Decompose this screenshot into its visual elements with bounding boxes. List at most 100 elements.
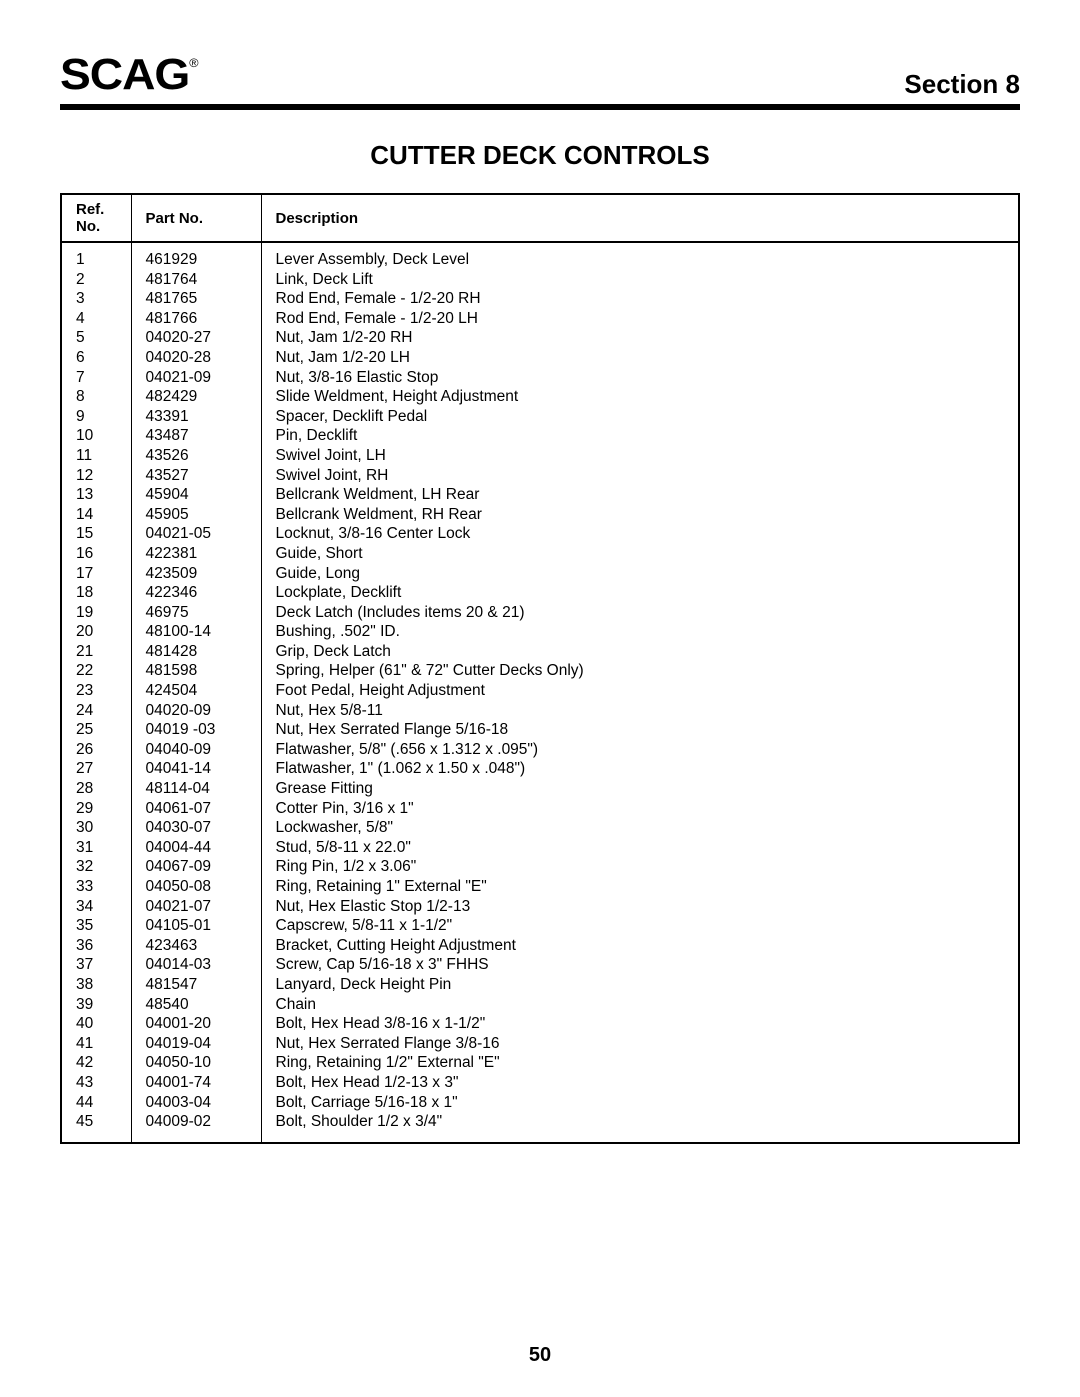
table-row: 1143526Swivel Joint, LH	[61, 446, 1019, 466]
cell-desc: Lockwasher, 5/8"	[261, 819, 1019, 839]
table-row: 2481764Link, Deck Lift	[61, 270, 1019, 290]
table-row: 3481765Rod End, Female - 1/2-20 RH	[61, 290, 1019, 310]
table-row: 4404003-04Bolt, Carriage 5/16-18 x 1"	[61, 1093, 1019, 1113]
table-row: 504020-27Nut, Jam 1/2-20 RH	[61, 329, 1019, 349]
cell-ref: 18	[61, 584, 131, 604]
cell-part: 48100-14	[131, 623, 261, 643]
table-row: 1504021-05Locknut, 3/8-16 Center Lock	[61, 525, 1019, 545]
cell-desc: Nut, Jam 1/2-20 RH	[261, 329, 1019, 349]
cell-part: 04041-14	[131, 760, 261, 780]
brand-logo: SCAG®	[60, 50, 198, 100]
table-row: 2504019 -03Nut, Hex Serrated Flange 5/16…	[61, 721, 1019, 741]
cell-desc: Bolt, Hex Head 1/2-13 x 3"	[261, 1073, 1019, 1093]
cell-part: 04019 -03	[131, 721, 261, 741]
section-label: Section 8	[904, 69, 1020, 100]
cell-desc: Swivel Joint, LH	[261, 446, 1019, 466]
table-row: 16422381Guide, Short	[61, 544, 1019, 564]
cell-part: 48114-04	[131, 780, 261, 800]
cell-ref: 37	[61, 956, 131, 976]
cell-desc: Bushing, .502" ID.	[261, 623, 1019, 643]
table-row: 3404021-07Nut, Hex Elastic Stop 1/2-13	[61, 897, 1019, 917]
cell-part: 04001-20	[131, 1015, 261, 1035]
cell-ref: 28	[61, 780, 131, 800]
cell-part: 43526	[131, 446, 261, 466]
cell-desc: Locknut, 3/8-16 Center Lock	[261, 525, 1019, 545]
table-row: 1345904Bellcrank Weldment, LH Rear	[61, 486, 1019, 506]
cell-desc: Nut, 3/8-16 Elastic Stop	[261, 368, 1019, 388]
cell-desc: Screw, Cap 5/16-18 x 3" FHHS	[261, 956, 1019, 976]
cell-part: 481428	[131, 642, 261, 662]
cell-desc: Guide, Long	[261, 564, 1019, 584]
cell-part: 423463	[131, 936, 261, 956]
cell-desc: Capscrew, 5/8-11 x 1-1/2"	[261, 917, 1019, 937]
table-row: 1243527Swivel Joint, RH	[61, 466, 1019, 486]
cell-ref: 2	[61, 270, 131, 290]
cell-ref: 8	[61, 388, 131, 408]
cell-ref: 19	[61, 603, 131, 623]
cell-desc: Grip, Deck Latch	[261, 642, 1019, 662]
cell-ref: 11	[61, 446, 131, 466]
cell-part: 461929	[131, 242, 261, 270]
table-row: 2404020-09Nut, Hex 5/8-11	[61, 701, 1019, 721]
cell-desc: Bellcrank Weldment, LH Rear	[261, 486, 1019, 506]
cell-desc: Lockplate, Decklift	[261, 584, 1019, 604]
table-row: 1946975Deck Latch (Includes items 20 & 2…	[61, 603, 1019, 623]
cell-desc: Deck Latch (Includes items 20 & 21)	[261, 603, 1019, 623]
cell-desc: Foot Pedal, Height Adjustment	[261, 682, 1019, 702]
cell-part: 04021-07	[131, 897, 261, 917]
cell-desc: Rod End, Female - 1/2-20 LH	[261, 309, 1019, 329]
cell-ref: 34	[61, 897, 131, 917]
cell-part: 04020-28	[131, 348, 261, 368]
logo-text: SCAG	[60, 50, 189, 99]
cell-part: 04020-27	[131, 329, 261, 349]
table-row: 4304001-74Bolt, Hex Head 1/2-13 x 3"	[61, 1073, 1019, 1093]
cell-desc: Ring, Retaining 1" External "E"	[261, 878, 1019, 898]
cell-desc: Flatwasher, 5/8" (.656 x 1.312 x .095")	[261, 740, 1019, 760]
cell-part: 43527	[131, 466, 261, 486]
cell-ref: 24	[61, 701, 131, 721]
table-row: 2904061-07Cotter Pin, 3/16 x 1"	[61, 799, 1019, 819]
cell-desc: Slide Weldment, Height Adjustment	[261, 388, 1019, 408]
cell-desc: Nut, Jam 1/2-20 LH	[261, 348, 1019, 368]
cell-desc: Stud, 5/8-11 x 22.0"	[261, 838, 1019, 858]
table-row: 4481766Rod End, Female - 1/2-20 LH	[61, 309, 1019, 329]
cell-desc: Rod End, Female - 1/2-20 RH	[261, 290, 1019, 310]
cell-ref: 32	[61, 858, 131, 878]
cell-ref: 45	[61, 1113, 131, 1143]
cell-ref: 9	[61, 407, 131, 427]
header-bar: SCAG® Section 8	[60, 50, 1020, 110]
parts-table: Ref. No. Part No. Description 1461929Lev…	[60, 193, 1020, 1144]
table-row: 1445905Bellcrank Weldment, RH Rear	[61, 505, 1019, 525]
cell-desc: Nut, Hex Elastic Stop 1/2-13	[261, 897, 1019, 917]
cell-part: 04061-07	[131, 799, 261, 819]
table-row: 943391Spacer, Decklift Pedal	[61, 407, 1019, 427]
col-header-desc: Description	[261, 194, 1019, 242]
table-row: 3204067-09Ring Pin, 1/2 x 3.06"	[61, 858, 1019, 878]
table-row: 2048100-14Bushing, .502" ID.	[61, 623, 1019, 643]
cell-desc: Nut, Hex 5/8-11	[261, 701, 1019, 721]
cell-desc: Guide, Short	[261, 544, 1019, 564]
cell-desc: Swivel Joint, RH	[261, 466, 1019, 486]
table-row: 17423509Guide, Long	[61, 564, 1019, 584]
cell-part: 04067-09	[131, 858, 261, 878]
cell-ref: 33	[61, 878, 131, 898]
cell-desc: Spring, Helper (61" & 72" Cutter Decks O…	[261, 662, 1019, 682]
cell-desc: Flatwasher, 1" (1.062 x 1.50 x .048")	[261, 760, 1019, 780]
cell-ref: 38	[61, 975, 131, 995]
col-header-part: Part No.	[131, 194, 261, 242]
cell-part: 423509	[131, 564, 261, 584]
cell-ref: 23	[61, 682, 131, 702]
table-row: 1043487Pin, Decklift	[61, 427, 1019, 447]
cell-part: 481547	[131, 975, 261, 995]
cell-desc: Spacer, Decklift Pedal	[261, 407, 1019, 427]
table-row: 3504105-01Capscrew, 5/8-11 x 1-1/2"	[61, 917, 1019, 937]
cell-part: 482429	[131, 388, 261, 408]
cell-ref: 27	[61, 760, 131, 780]
cell-part: 45904	[131, 486, 261, 506]
cell-part: 481598	[131, 662, 261, 682]
cell-ref: 17	[61, 564, 131, 584]
table-row: 3304050-08Ring, Retaining 1" External "E…	[61, 878, 1019, 898]
col-header-ref: Ref. No.	[61, 194, 131, 242]
cell-part: 04004-44	[131, 838, 261, 858]
cell-part: 04021-05	[131, 525, 261, 545]
